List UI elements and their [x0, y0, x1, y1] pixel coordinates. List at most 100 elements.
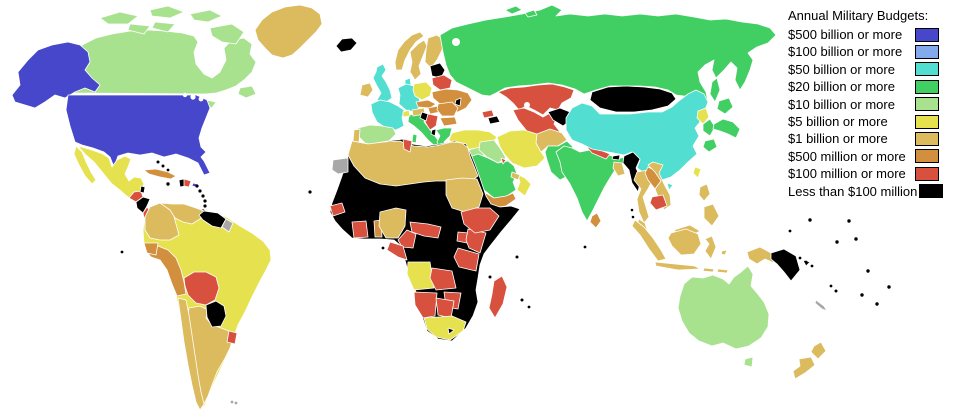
cambodia-region [649, 194, 668, 211]
moldova-region [454, 97, 462, 107]
legend-row: $100 million or more [788, 165, 943, 182]
cuba-region [143, 168, 177, 180]
legend-swatch [915, 149, 939, 164]
legend-row: Less than $100 million [788, 183, 944, 200]
honduras-nicaragua-region [135, 196, 151, 214]
legend-label: $1 billion or more [788, 131, 888, 147]
pacific-island [887, 285, 891, 289]
antilles-island [198, 189, 202, 193]
maldives-island [583, 245, 587, 249]
falkland-island [234, 401, 238, 405]
indonesia-sumatra-region [631, 219, 667, 262]
norway-region [394, 31, 425, 71]
solomon-island [798, 256, 802, 260]
angola-region [406, 261, 435, 291]
georgia-region [481, 109, 495, 119]
andaman-island [631, 215, 635, 219]
czech-slovakia-region [415, 99, 437, 109]
greenland-region [254, 4, 323, 59]
legend-swatch [919, 184, 944, 199]
legend-swatch [915, 114, 939, 129]
canada-arctic-island [151, 21, 176, 33]
antilles-island [201, 194, 205, 198]
oceania [677, 218, 891, 380]
novaya-zemlya-region [504, 5, 523, 15]
nigeria-region [378, 207, 407, 239]
iceland-region [335, 37, 358, 53]
aral-sea [524, 102, 530, 108]
north-korea-region [696, 107, 710, 125]
solomon-island [804, 260, 808, 264]
legend-row: $500 million or more [788, 148, 943, 165]
legend-row: $100 billion or more [788, 43, 943, 60]
canada-arctic-island [149, 5, 185, 19]
poland-region [412, 81, 433, 101]
ireland-region [359, 82, 374, 98]
antilles-island [195, 184, 199, 188]
falkland-island [230, 400, 234, 404]
indonesia-java-region [654, 261, 701, 271]
belize-region [139, 185, 146, 194]
spain-region [357, 124, 397, 147]
legend-label: $20 billion or more [788, 79, 895, 95]
chile-region [177, 297, 205, 411]
bosnia-region [419, 111, 429, 122]
france-region [370, 99, 405, 131]
tasmania-region [743, 356, 754, 368]
pacific-island [835, 240, 839, 244]
antilles-island [203, 199, 207, 203]
kenya-region [465, 228, 487, 254]
mexico-baja-region [73, 145, 97, 185]
romania-region [436, 101, 459, 117]
bahamas-island [166, 168, 170, 172]
uruguay-region [226, 330, 238, 345]
galapagos-island [120, 250, 124, 254]
legend-swatch [915, 132, 939, 147]
pacific-island [875, 302, 879, 306]
sudan-region [445, 177, 484, 213]
great-lake [182, 92, 188, 98]
canada-newfoundland [237, 85, 257, 99]
philippines-mindanao-region [703, 203, 720, 227]
reunion-island [527, 305, 531, 309]
cape-verde-island [308, 190, 312, 194]
namibia-region [413, 291, 438, 319]
taiwan-region [692, 166, 702, 179]
white-sea [452, 38, 460, 46]
legend-label: $100 billion or more [788, 44, 903, 60]
usa-alaska-region [11, 41, 101, 109]
western-sahara-region [331, 157, 349, 175]
madagascar-region [488, 275, 508, 319]
legend-swatch [915, 62, 939, 77]
north-america [11, 4, 323, 254]
japan-kyushu-region [702, 138, 718, 153]
mexico-region [77, 145, 145, 199]
legend-row: $20 billion or more [788, 78, 943, 95]
pacific-island [854, 237, 858, 241]
botswana-region [435, 297, 455, 319]
vanuatu-island [829, 284, 833, 288]
lesotho-region [447, 327, 455, 335]
legend-swatch [915, 166, 939, 181]
south-africa-region [423, 315, 467, 341]
uae-region [510, 171, 521, 181]
sao-tome-island [381, 246, 385, 250]
bahamas-island [156, 160, 160, 164]
legend-label: Less than $100 million [788, 183, 918, 199]
kuwait-region [500, 157, 507, 165]
east-asia [565, 85, 741, 191]
portugal-region [352, 128, 361, 144]
andaman-island [630, 208, 634, 212]
legend-row: $10 billion or more [788, 96, 943, 113]
russia-central-asia [439, 4, 777, 144]
southeast-asia [622, 151, 811, 282]
sardinia-region [411, 133, 418, 144]
central-african-republic-region [409, 221, 442, 239]
legend-title: Annual Military Budgets: [788, 8, 929, 23]
finland-region [424, 34, 445, 69]
indonesia-maluku-region [720, 249, 728, 256]
hainan-region [666, 182, 674, 191]
iran-region [496, 129, 546, 169]
indonesia-west-papua-region [746, 246, 775, 265]
